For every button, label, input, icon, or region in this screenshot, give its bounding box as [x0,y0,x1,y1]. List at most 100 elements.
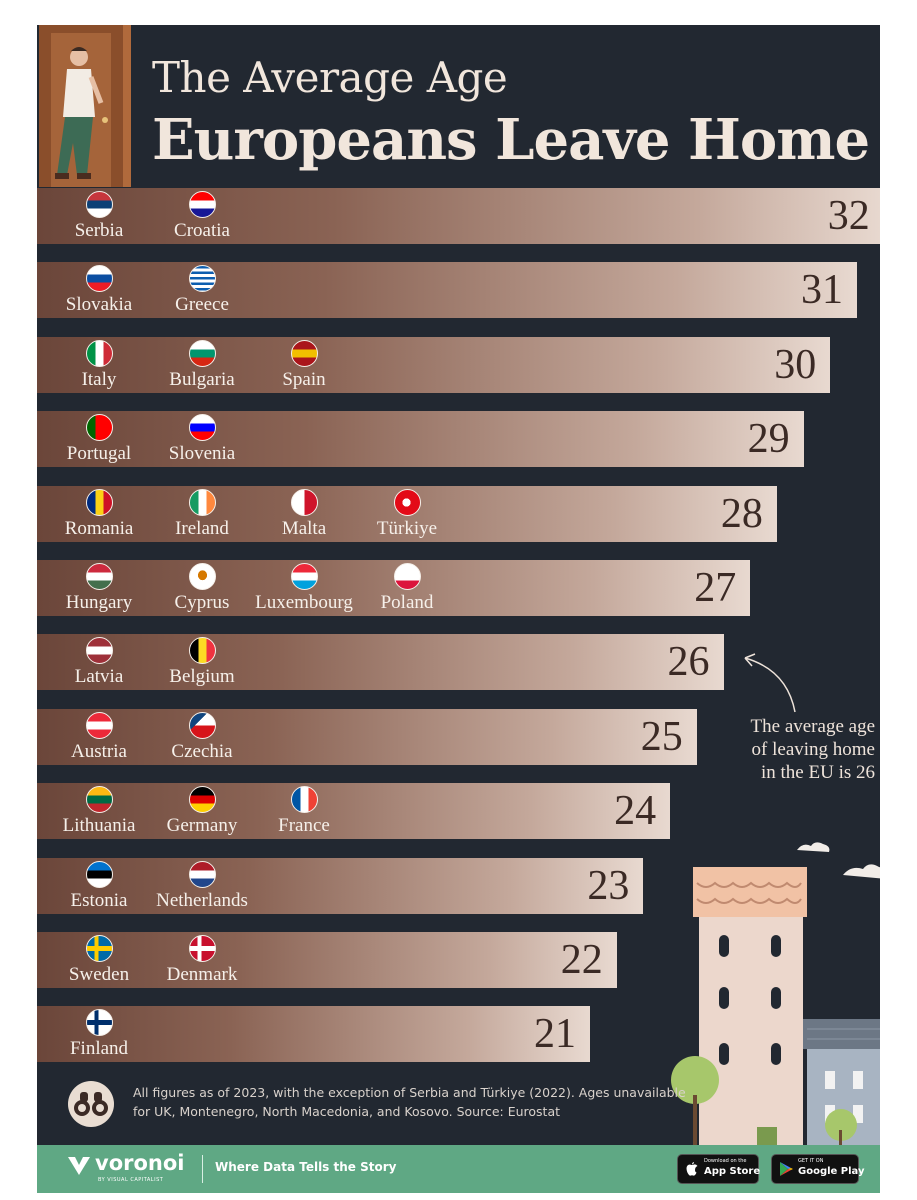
country-label: Estonia [49,860,149,912]
country-label: Slovakia [49,265,149,316]
country-name: Netherlands [156,889,248,911]
bar: 26 Latvia Belgium [37,634,724,691]
country-label: Netherlands [152,860,252,912]
tagline: Where Data Tells the Story [215,1160,397,1174]
bar-value-label: 22 [560,937,603,983]
country-name: Poland [380,592,434,613]
portugal-flag-icon [85,414,113,442]
country-name: Belgium [169,666,235,688]
country-label: Italy [49,339,149,391]
denmark-flag-icon [188,935,216,962]
country-name: Cyprus [174,592,230,613]
sweden-flag-icon [85,935,113,962]
country-label: Portugal [49,414,149,465]
cyprus-flag-icon [188,563,216,590]
average-annotation: The average age of leaving home in the E… [705,715,875,784]
title-line-1: The Average Age [152,53,508,102]
bulgaria-flag-icon [188,339,216,367]
country-label: Slovenia [152,414,252,465]
apple-icon [686,1162,698,1176]
app-store-small: Download on the [704,1158,747,1164]
luxembourg-flag-icon [290,563,318,590]
country-name: Romania [64,517,134,539]
country-name: Luxembourg [255,592,353,613]
app-store-label: App Store [704,1166,761,1177]
country-label: Greece [152,265,252,316]
germany-flag-icon [188,786,216,814]
country-label: Malta [254,488,354,540]
country-label: Belgium [152,637,252,688]
bar: 30 Italy Bulgaria Spain [37,336,831,393]
finland-flag-icon [85,1009,113,1037]
belgium-flag-icon [188,637,216,665]
bar: 28 Romania Ireland Malta Türkiye [37,485,777,542]
brand-name[interactable]: voronoi [95,1151,185,1175]
country-label: Lithuania [49,786,149,837]
bar: 22 Sweden Denmark [37,932,617,988]
netherlands-flag-icon [188,860,216,888]
country-label: Germany [152,786,252,837]
estonia-flag-icon [85,860,113,888]
house-illustration [671,842,880,1145]
country-name: Bulgaria [169,368,235,390]
romania-flag-icon [85,488,113,516]
czechia-flag-icon [188,711,216,739]
country-name: Denmark [166,964,238,985]
country-label: Türkiye [357,488,457,540]
bar-value-label: 31 [801,267,843,314]
google-play-label: Google Play [798,1166,865,1177]
annotation-line: of leaving home [751,739,875,760]
bar: 32 Serbia Croatia [37,188,880,244]
country-label: Romania [49,488,149,540]
croatia-flag-icon [188,191,216,218]
voronoi-logo[interactable] [67,1155,91,1177]
country-name: Greece [175,294,229,316]
door-person-illustration [37,25,133,187]
bar-value-label: 27 [694,565,737,611]
country-name: Austria [71,740,127,762]
country-label: Poland [357,563,457,614]
country-name: Hungary [65,592,133,613]
country-label: Denmark [152,935,252,986]
footer-divider [202,1155,203,1183]
hungary-flag-icon [85,563,113,590]
footnote: All figures as of 2023, with the excepti… [133,1085,686,1119]
app-store-button[interactable]: Download on the App Store [677,1154,761,1184]
latvia-flag-icon [85,637,113,665]
footer-bar: voronoi BY VISUAL CAPITALIST Where Data … [37,1145,880,1193]
infographic: The Average Age Europeans Leave Home 32 S… [37,25,880,1193]
bar: 31 Slovakia Greece [37,262,857,319]
bar: 27 Hungary Cyprus Luxembourg Poland [37,560,751,616]
country-name: Spain [282,368,326,390]
bar-value-label: 29 [747,416,790,463]
bar-value-label: 26 [667,639,710,686]
bar-chart: 32 Serbia Croatia 31 Slovakia Greece 30 Italy Bu… [37,25,880,1085]
country-name: Finland [69,1038,129,1060]
country-name: Malta [281,517,327,539]
country-label: Serbia [49,191,149,242]
turkiye-flag-icon [393,488,421,516]
country-name: Portugal [66,443,132,465]
country-name: Türkiye [376,517,438,539]
slovakia-flag-icon [85,265,113,293]
bar: 23 Estonia Netherlands [37,857,644,914]
country-name: Slovenia [168,443,236,465]
country-name: Germany [166,815,238,837]
country-name: Croatia [174,220,230,241]
country-name: Slovakia [65,294,133,316]
bar-value-label: 30 [774,341,817,388]
country-name: Lithuania [62,815,136,837]
bar: 25 Austria Czechia [37,708,697,765]
slovenia-flag-icon [188,414,216,442]
title-line-2: Europeans Leave Home [152,107,870,173]
google-play-button[interactable]: GET IT ON Google Play [771,1154,865,1184]
google-play-icon [780,1162,793,1176]
country-label: Hungary [49,563,149,614]
annotation-line: The average age [750,716,875,737]
country-label: Finland [49,1009,149,1060]
country-label: Austria [49,711,149,763]
bar-value-label: 24 [614,788,657,835]
spain-flag-icon [290,339,318,367]
country-name: France [278,815,330,837]
country-name: Sweden [68,964,130,985]
